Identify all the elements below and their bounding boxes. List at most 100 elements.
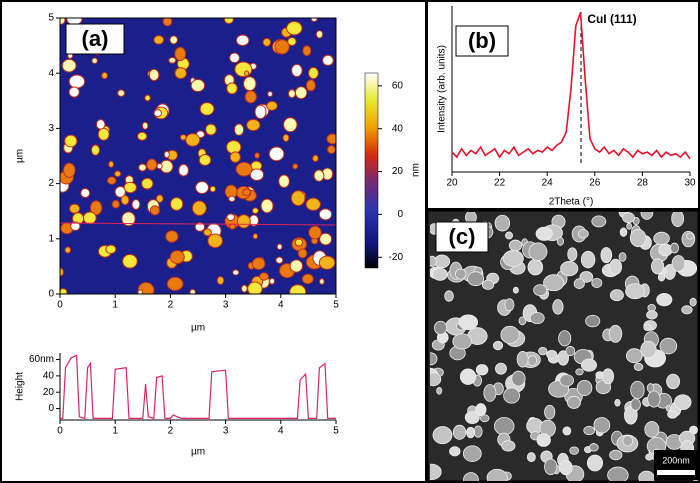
particle	[249, 168, 265, 181]
particle	[562, 426, 572, 436]
particle	[619, 227, 628, 237]
particle	[243, 76, 257, 92]
particle	[289, 284, 307, 294]
particle	[297, 248, 308, 259]
particle	[91, 57, 98, 64]
data-line	[60, 354, 336, 420]
particle	[589, 443, 599, 452]
particle	[242, 188, 251, 197]
particle	[508, 239, 523, 252]
particle	[318, 255, 336, 270]
particle	[235, 161, 253, 177]
particle	[430, 372, 442, 387]
sem-image	[430, 212, 698, 481]
x-tick-label: 0	[57, 426, 63, 437]
particle	[305, 197, 321, 211]
particle	[569, 446, 580, 455]
particle	[68, 74, 86, 89]
colorbar-tick-label: 60	[392, 80, 404, 91]
particle	[593, 417, 611, 434]
particle	[70, 221, 81, 231]
particle	[287, 36, 297, 47]
particle	[189, 288, 196, 294]
particle	[560, 261, 579, 277]
particle	[278, 174, 290, 189]
particle	[246, 119, 261, 132]
particle	[502, 249, 524, 267]
particle	[223, 18, 234, 25]
particle	[326, 133, 336, 145]
panel-label: (c)	[449, 224, 476, 249]
particle	[155, 194, 164, 203]
particle	[226, 82, 238, 95]
particle	[609, 449, 623, 461]
particle	[209, 185, 216, 193]
particle	[609, 289, 624, 302]
particle	[430, 463, 442, 481]
particle	[463, 472, 479, 481]
particle	[454, 268, 467, 280]
particle	[290, 190, 306, 207]
y-tick-label: 3	[48, 123, 54, 134]
particle	[495, 362, 507, 375]
x-tick-label: 2	[168, 300, 174, 311]
particle	[198, 153, 212, 166]
x-tick-label: 26	[589, 178, 601, 189]
particle	[244, 70, 250, 77]
particle	[68, 203, 81, 214]
particle	[195, 181, 209, 194]
particle	[313, 169, 325, 182]
particle	[653, 231, 670, 246]
particle	[68, 86, 80, 98]
particle	[576, 379, 593, 397]
particle	[301, 273, 314, 285]
particle	[322, 54, 334, 66]
particle	[667, 410, 678, 419]
particle	[504, 298, 515, 312]
particle	[233, 123, 245, 136]
particle	[658, 243, 673, 257]
particle	[260, 198, 274, 214]
particle	[500, 325, 520, 344]
particle	[544, 404, 556, 420]
particle	[276, 243, 283, 250]
x-tick-label: 5	[333, 426, 339, 437]
y-tick-label: 60nm	[29, 354, 54, 365]
particle	[546, 349, 558, 360]
particle	[533, 284, 548, 297]
particle	[622, 435, 634, 447]
particle	[511, 370, 526, 387]
particle	[228, 195, 236, 203]
y-tick-label: 20	[43, 387, 55, 398]
particle	[241, 284, 248, 293]
particle	[681, 305, 693, 315]
y-tick-label: 1	[48, 233, 54, 244]
particle	[232, 269, 240, 276]
particle	[565, 345, 576, 357]
particle	[244, 90, 257, 104]
particle	[625, 283, 645, 300]
particle	[656, 293, 673, 307]
particle	[294, 238, 303, 247]
colorbar	[364, 72, 379, 269]
particle	[137, 289, 143, 294]
particle	[559, 374, 574, 387]
particle	[108, 160, 115, 168]
particle	[552, 299, 564, 315]
particle	[216, 275, 225, 286]
panel-label-box	[455, 25, 509, 57]
particle	[630, 398, 641, 411]
particle	[583, 425, 595, 436]
particle	[516, 351, 529, 368]
data-line	[451, 12, 691, 160]
particle	[185, 133, 201, 147]
particle	[483, 384, 497, 402]
particle	[146, 158, 158, 171]
particle	[543, 274, 565, 292]
particle	[268, 146, 285, 162]
particle	[229, 52, 240, 64]
particle	[122, 253, 138, 269]
x-axis-label: µm	[191, 323, 205, 334]
y-tick-label: 5	[48, 13, 54, 24]
particle	[194, 222, 206, 232]
